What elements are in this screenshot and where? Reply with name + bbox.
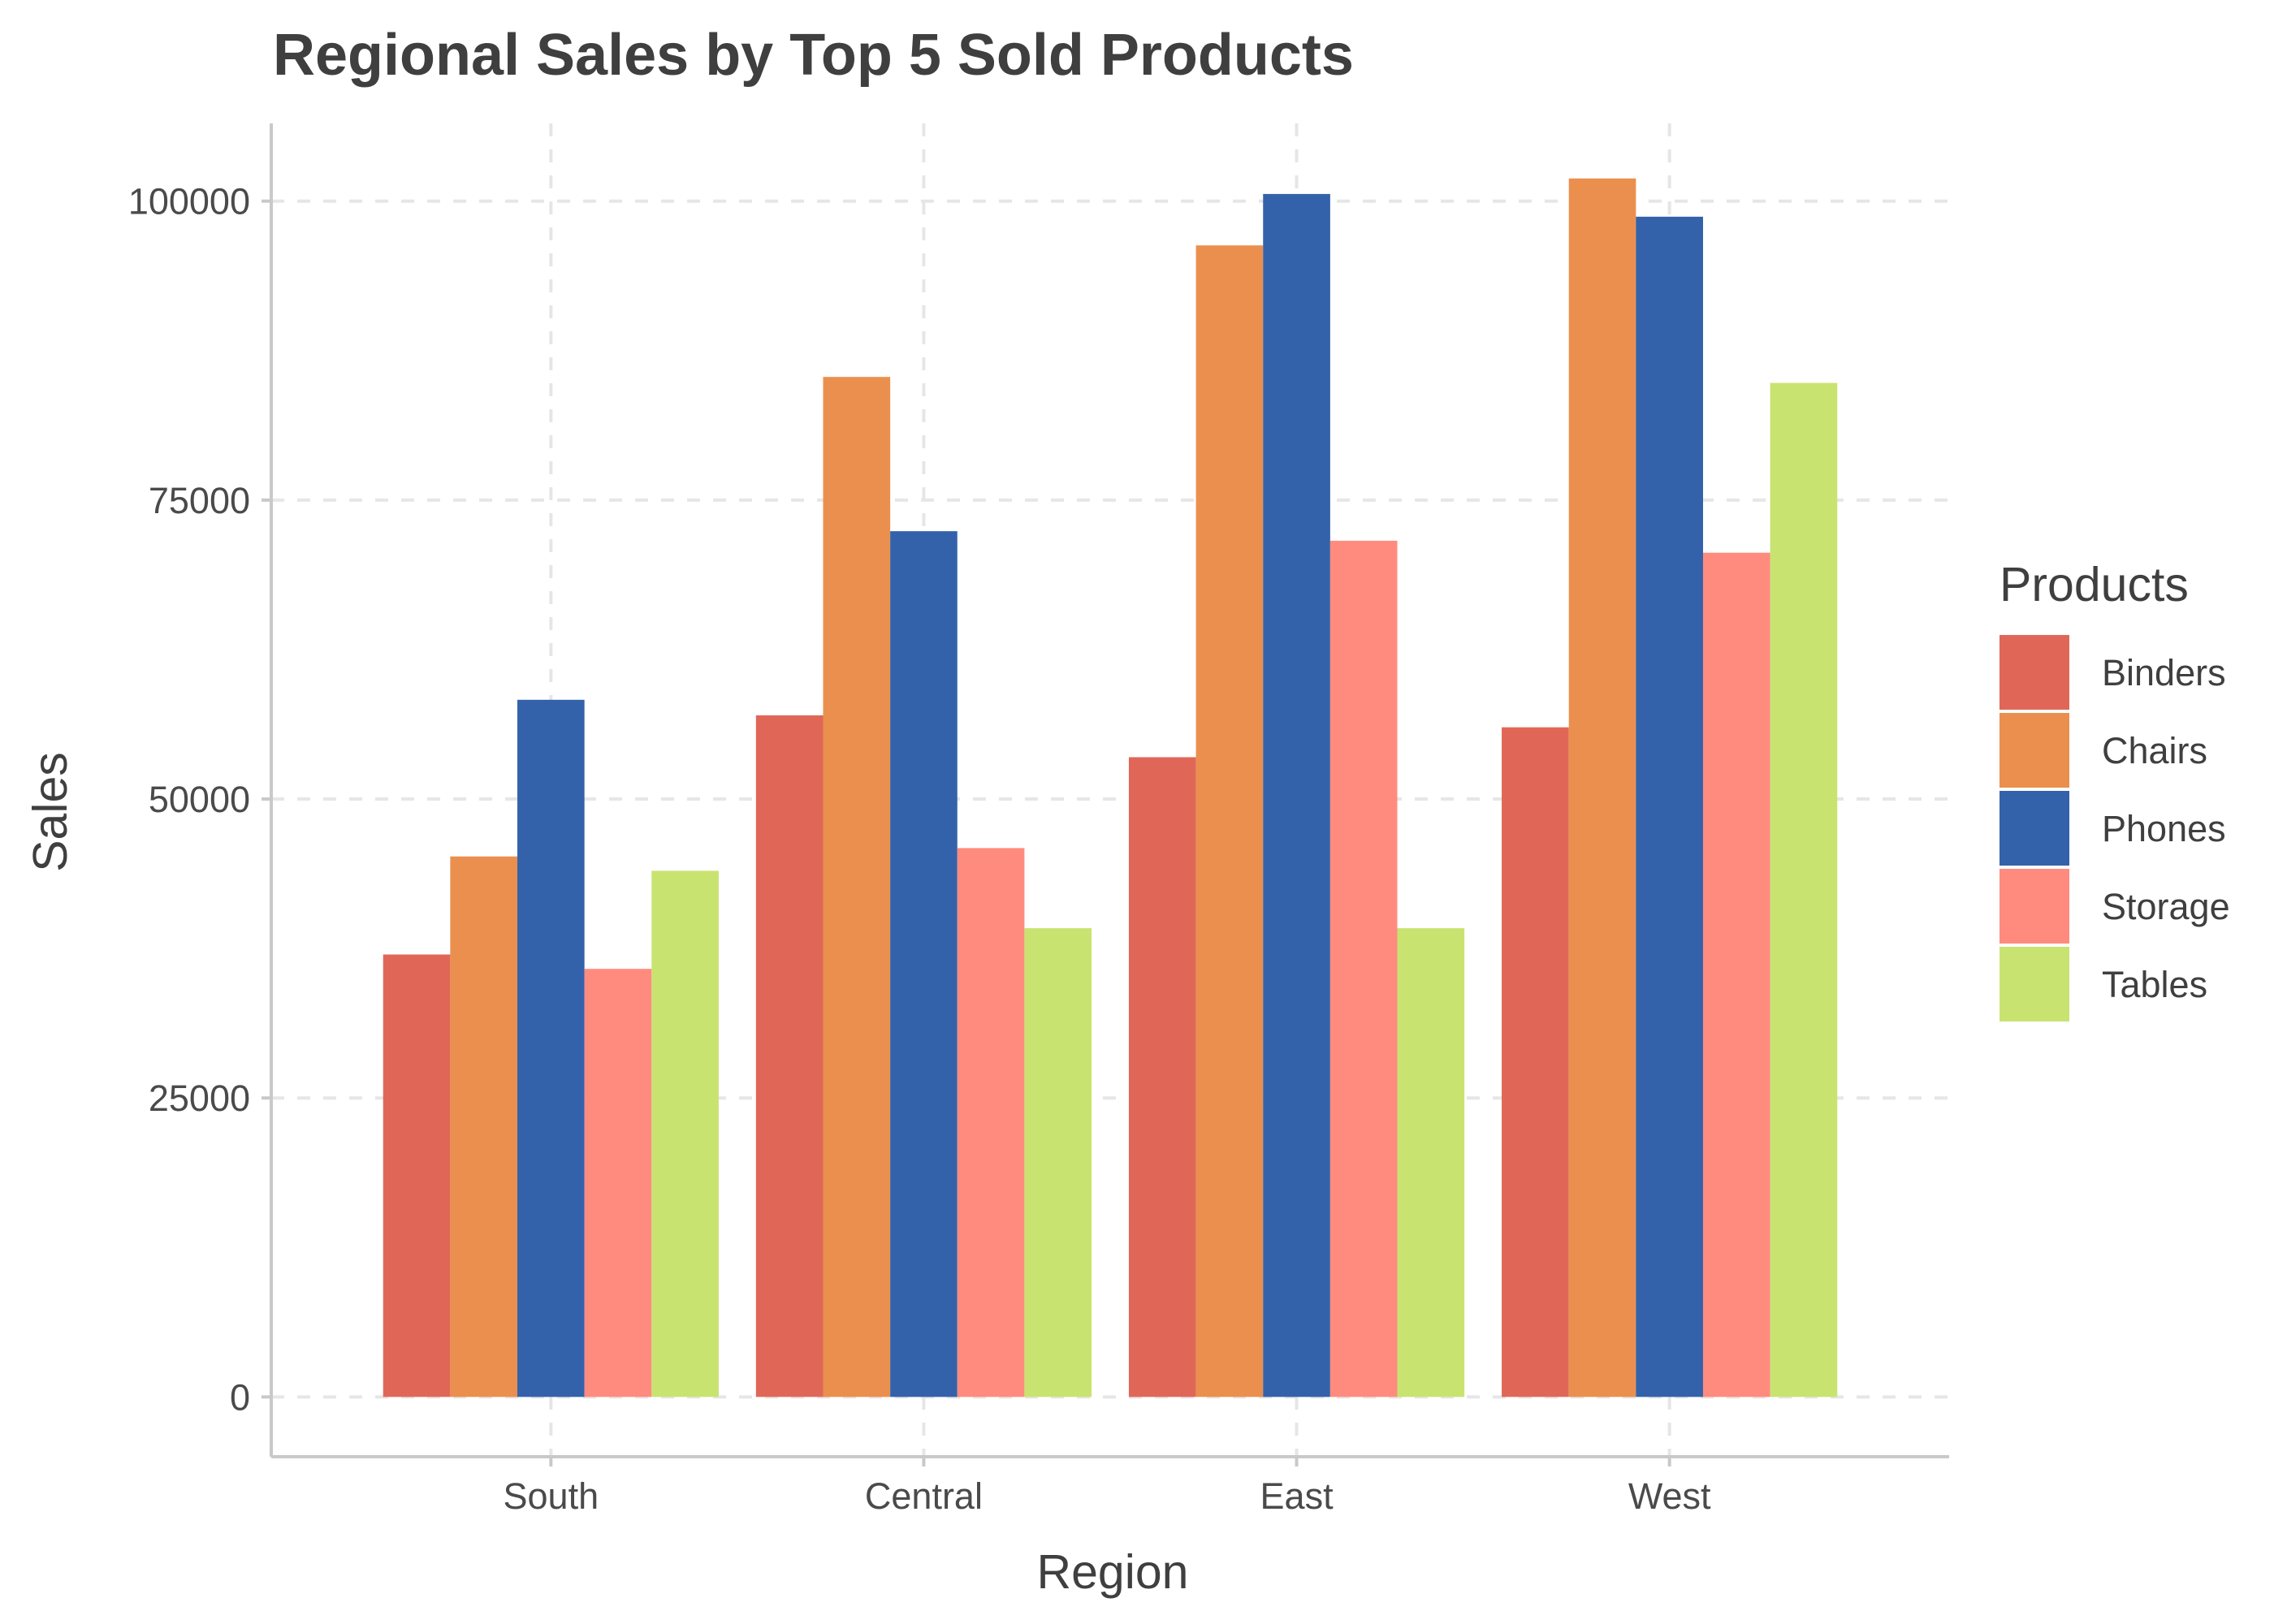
y-axis-title: Sales bbox=[24, 752, 77, 872]
bar-phones-east bbox=[1263, 193, 1330, 1397]
y-tick-label: 0 bbox=[230, 1376, 250, 1418]
legend-label-phones: Phones bbox=[2102, 808, 2226, 849]
bar-phones-south bbox=[517, 699, 585, 1397]
y-tick-label: 75000 bbox=[149, 480, 250, 521]
y-axis-ticks: 0 25000 50000 75000 100000 bbox=[128, 181, 271, 1418]
y-tick-label: 25000 bbox=[149, 1078, 250, 1119]
bars bbox=[383, 178, 1838, 1397]
bar-tables-west bbox=[1770, 382, 1838, 1397]
legend-label-binders: Binders bbox=[2102, 652, 2226, 693]
x-axis-ticks: South Central East West bbox=[504, 1457, 1711, 1517]
legend-label-storage: Storage bbox=[2102, 886, 2230, 927]
x-tick-label: East bbox=[1260, 1475, 1334, 1517]
bar-binders-west bbox=[1502, 727, 1569, 1397]
legend-key-storage bbox=[1999, 869, 2069, 944]
bar-tables-south bbox=[651, 870, 719, 1397]
y-tick-label: 50000 bbox=[149, 779, 250, 820]
x-tick-label: West bbox=[1628, 1475, 1711, 1517]
legend: Products Binders Chairs Phones Storage Table… bbox=[1999, 558, 2230, 1021]
legend-key-binders bbox=[1999, 635, 2069, 710]
bar-binders-south bbox=[383, 954, 451, 1397]
y-tick-label: 100000 bbox=[128, 181, 250, 222]
legend-key-phones bbox=[1999, 791, 2069, 866]
legend-title: Products bbox=[1999, 558, 2189, 611]
chart-title: Regional Sales by Top 5 Sold Products bbox=[273, 23, 1354, 88]
bar-storage-central bbox=[957, 848, 1025, 1397]
legend-label-tables: Tables bbox=[2102, 964, 2207, 1005]
x-tick-label: South bbox=[504, 1475, 599, 1517]
bar-phones-central bbox=[890, 531, 958, 1397]
legend-key-tables bbox=[1999, 947, 2069, 1021]
x-axis-title: Region bbox=[1037, 1545, 1189, 1599]
bar-storage-west bbox=[1702, 552, 1770, 1397]
legend-label-chairs: Chairs bbox=[2102, 730, 2207, 771]
bar-storage-south bbox=[584, 969, 652, 1397]
bar-chairs-south bbox=[450, 856, 518, 1397]
gridlines bbox=[271, 123, 1949, 1457]
bar-binders-central bbox=[755, 715, 824, 1397]
bar-tables-central bbox=[1024, 928, 1092, 1397]
bar-chairs-west bbox=[1568, 178, 1636, 1397]
bar-storage-east bbox=[1329, 540, 1398, 1397]
legend-key-chairs bbox=[1999, 713, 2069, 788]
bar-phones-west bbox=[1636, 216, 1703, 1397]
bar-tables-east bbox=[1397, 928, 1465, 1397]
bar-chairs-east bbox=[1195, 245, 1264, 1397]
x-tick-label: Central bbox=[865, 1475, 983, 1517]
bar-binders-east bbox=[1128, 757, 1196, 1397]
bar-chairs-central bbox=[823, 377, 891, 1397]
